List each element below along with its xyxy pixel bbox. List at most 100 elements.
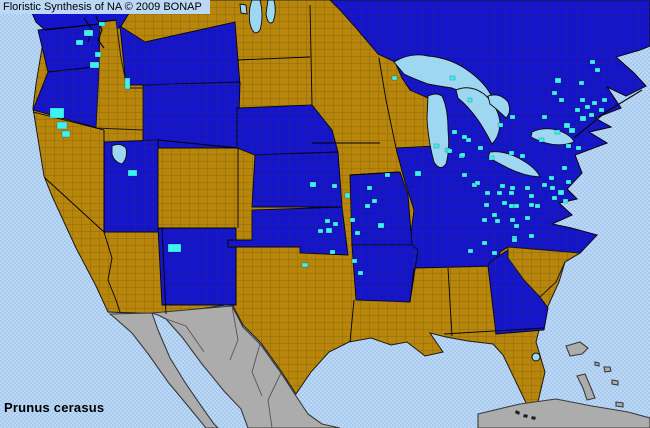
lake-erie <box>487 151 541 178</box>
county-record-marker <box>384 172 391 178</box>
lake-okeechobee <box>531 352 541 362</box>
county-record-marker <box>562 198 569 204</box>
county-record-marker <box>601 97 608 103</box>
county-record-marker <box>484 190 491 196</box>
county-record-marker <box>511 237 518 243</box>
county-record-marker <box>467 248 474 254</box>
county-record-marker <box>477 145 484 151</box>
county-record-marker <box>598 107 605 113</box>
county-record-marker <box>56 121 68 130</box>
county-record-marker <box>465 137 472 143</box>
lake-winnipeg <box>239 0 276 34</box>
county-record-marker <box>329 249 336 255</box>
county-record-marker <box>474 180 481 186</box>
county-record-marker <box>528 193 535 199</box>
species-name-text: Prunus cerasus <box>4 400 105 415</box>
county-record-marker <box>332 221 339 227</box>
county-record-marker <box>167 243 182 253</box>
county-record-marker <box>371 198 378 204</box>
county-record-marker <box>433 143 440 149</box>
county-record-marker <box>331 183 338 189</box>
county-record-marker <box>554 77 562 84</box>
county-record-marker <box>541 182 548 188</box>
county-record-marker <box>483 202 490 208</box>
county-record-marker <box>94 51 102 58</box>
county-record-marker <box>124 77 131 90</box>
county-record-marker <box>325 227 333 234</box>
county-record-marker <box>589 59 596 65</box>
county-record-marker <box>61 130 71 138</box>
county-record-marker <box>357 270 364 276</box>
county-record-marker <box>554 129 561 135</box>
county-record-marker <box>579 97 586 103</box>
county-record-marker <box>317 228 324 234</box>
region-kansas <box>251 151 343 208</box>
county-record-marker <box>534 203 541 209</box>
county-record-marker <box>524 215 531 221</box>
county-record-marker <box>497 122 504 128</box>
county-record-marker <box>451 129 458 135</box>
county-record-marker <box>301 262 309 268</box>
county-record-marker <box>551 90 558 96</box>
county-record-marker <box>481 240 488 246</box>
county-record-marker <box>509 185 516 191</box>
county-record-marker <box>461 172 468 178</box>
county-record-marker <box>491 250 498 256</box>
county-record-marker <box>446 148 453 154</box>
county-markers <box>49 21 608 276</box>
region-wyoming <box>142 81 241 149</box>
county-record-marker <box>354 230 361 236</box>
county-record-marker <box>467 97 473 103</box>
county-record-marker <box>49 107 65 119</box>
county-record-marker <box>579 115 587 122</box>
county-record-marker <box>528 202 535 208</box>
county-record-marker <box>524 185 531 191</box>
county-record-marker <box>551 195 558 201</box>
county-record-marker <box>127 169 138 177</box>
region-new-mexico <box>157 227 237 306</box>
county-record-marker <box>588 112 595 118</box>
county-record-marker <box>344 192 351 199</box>
county-record-marker <box>578 80 585 86</box>
county-record-marker <box>414 170 422 177</box>
county-record-marker <box>481 217 488 223</box>
county-record-marker <box>491 212 498 218</box>
county-record-marker <box>496 190 503 196</box>
county-record-marker <box>528 233 535 239</box>
region-cuba <box>477 398 650 428</box>
county-record-marker <box>574 107 581 113</box>
county-record-marker <box>364 203 371 209</box>
florida-keys <box>515 410 536 420</box>
county-record-marker <box>499 183 506 189</box>
county-record-marker <box>584 104 591 110</box>
county-record-marker <box>549 185 556 191</box>
species-label: Prunus cerasus <box>4 400 104 415</box>
county-record-marker <box>557 189 565 196</box>
state-border-lines <box>32 4 545 343</box>
lakes <box>83 0 643 420</box>
county-record-marker <box>351 258 358 264</box>
county-record-marker <box>519 153 526 159</box>
county-record-marker <box>568 127 576 134</box>
county-record-marker <box>83 29 94 37</box>
county-record-marker <box>89 61 100 69</box>
county-record-marker <box>508 150 515 156</box>
county-record-marker <box>461 134 468 140</box>
county-record-marker <box>98 21 106 27</box>
county-record-marker <box>565 179 572 185</box>
county-record-marker <box>377 222 385 229</box>
georgian-bay <box>487 94 511 119</box>
county-record-marker <box>324 218 331 224</box>
county-record-marker <box>563 122 571 129</box>
county-record-marker <box>449 75 456 81</box>
county-record-marker <box>575 145 582 151</box>
map-title-text: Floristic Synthesis of NA © 2009 BONAP <box>3 1 202 13</box>
county-record-marker <box>541 114 548 120</box>
county-record-marker <box>459 152 466 158</box>
county-record-marker <box>509 217 516 223</box>
map-title: Floristic Synthesis of NA © 2009 BONAP <box>0 0 210 14</box>
county-record-marker <box>366 185 373 191</box>
county-record-marker <box>594 67 601 73</box>
county-record-marker <box>548 175 555 181</box>
